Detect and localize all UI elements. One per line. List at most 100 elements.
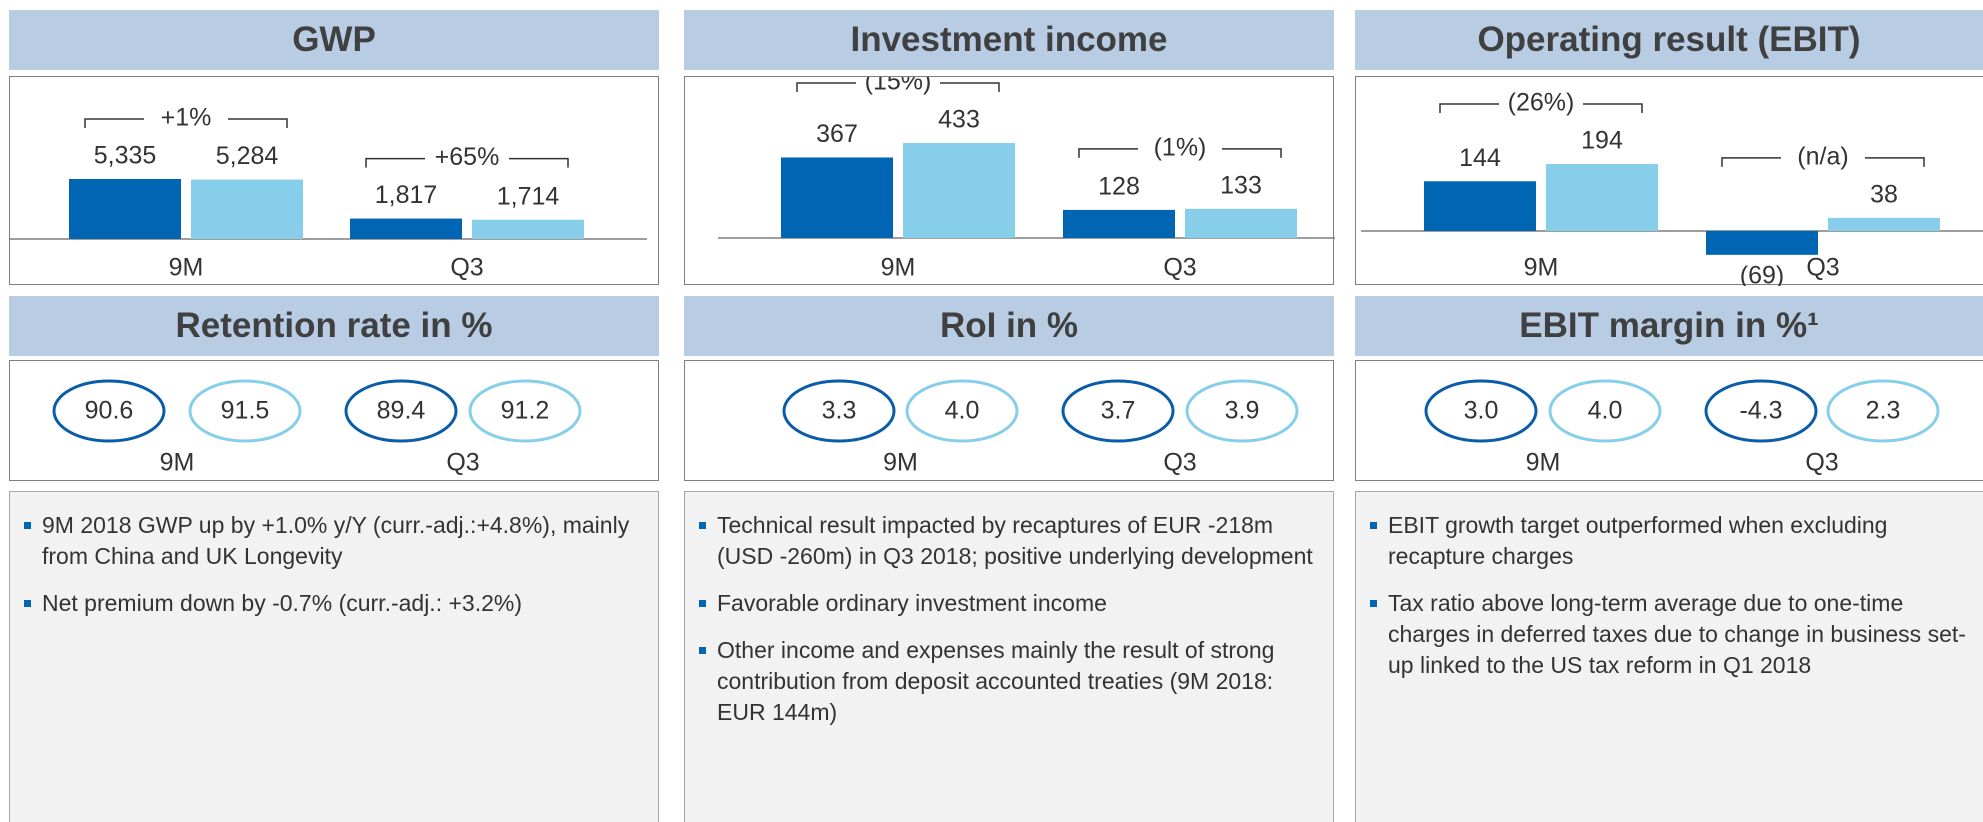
- annotation: (15%): [865, 77, 932, 96]
- bar: [1185, 208, 1297, 238]
- bullet-list: 9M 2018 GWP up by +1.0% y/Y (curr.-adj.:…: [24, 510, 644, 619]
- rate-oval: [782, 379, 896, 443]
- rate-value: -4.3: [1739, 397, 1782, 425]
- rate-box: 9M 3.3 4.0 Q3 3.7 3.9: [684, 360, 1334, 481]
- value-label: 5,335: [94, 142, 157, 170]
- bar: [191, 179, 303, 239]
- value-label: 133: [1220, 171, 1262, 199]
- bar: [1546, 164, 1658, 231]
- rate-oval: [52, 379, 166, 443]
- rate-oval: [1061, 379, 1175, 443]
- panel-title: GWP: [9, 10, 659, 70]
- rate-value: 3.7: [1101, 397, 1136, 425]
- chart-box: 9M 367 433 (15%) Q3 128 133 (1%): [684, 76, 1335, 285]
- column: Operating result (EBIT) 9M 144 194 (26%) Q3 (6…: [1355, 0, 1983, 822]
- annotation-bracket: [1078, 148, 1282, 158]
- annotation: +1%: [161, 104, 212, 132]
- annotation-bracket: [84, 118, 288, 128]
- bar-chart: 9M 144 194(26%) Q3 (69) 38 (n/a): [1361, 89, 1983, 286]
- notes-box: Technical result impacted by recaptures …: [684, 491, 1334, 822]
- bar: [1706, 231, 1818, 255]
- rate-value: 3.3: [822, 397, 857, 425]
- x-tick-label: 9M: [1524, 254, 1559, 282]
- value-label: 144: [1459, 144, 1501, 172]
- panel-title: Retention rate in %: [9, 296, 659, 356]
- value-label: 194: [1581, 127, 1623, 155]
- x-tick-label: 9M: [169, 254, 204, 282]
- rate-value: 90.6: [85, 397, 134, 425]
- bullet: Net premium down by -0.7% (curr.-adj.: +…: [24, 588, 644, 619]
- rate-box: 9M 90.6 91.5 Q3 89.4 91.2: [9, 360, 659, 481]
- category-label: 9M: [883, 449, 918, 477]
- rate-value: 91.5: [221, 397, 270, 425]
- category-label: Q3: [1163, 449, 1196, 477]
- rate-oval: [1185, 379, 1299, 443]
- panel-title: EBIT margin in %¹: [1355, 296, 1983, 356]
- value-label: (69): [1740, 261, 1784, 286]
- category-label: 9M: [1526, 449, 1561, 477]
- rate-ovals: 9M 3.0 4.0 Q3 -4.3 2.3: [1424, 379, 1940, 477]
- annotation-bracket: [1721, 157, 1925, 167]
- x-tick-label: Q3: [1163, 254, 1196, 282]
- notes-box: EBIT growth target outperformed when exc…: [1355, 491, 1983, 822]
- chart-box: 9M 144 194 (26%) Q3 (69) 38 (n/a): [1355, 76, 1983, 286]
- rate-value: 3.9: [1225, 397, 1260, 425]
- rate-oval: [1548, 379, 1662, 443]
- value-label: 128: [1098, 173, 1140, 201]
- rate-value: 4.0: [1588, 397, 1623, 425]
- rate-ovals: 9M 90.6 91.5 Q3 89.4 91.2: [52, 379, 582, 477]
- rate-oval: [1424, 379, 1538, 443]
- bar: [1424, 181, 1536, 231]
- category-label: Q3: [1805, 449, 1838, 477]
- rate-oval: [905, 379, 1019, 443]
- rate-oval: [1826, 379, 1940, 443]
- rate-value: 4.0: [945, 397, 980, 425]
- bar: [903, 143, 1015, 238]
- annotation-bracket: [796, 82, 1000, 92]
- rate-oval: [468, 379, 582, 443]
- bar: [1063, 209, 1175, 238]
- annotation-bracket: [365, 157, 569, 168]
- bar-chart: 9M 367 433 (15%) Q3 128 133 (1%): [718, 77, 1335, 282]
- column: GWP 9M 5,335 5,284 +1% Q3 1,817 1,714 +65% Retent…: [9, 0, 659, 822]
- annotation-bracket: [1439, 103, 1643, 113]
- bar-chart: 9M 5,335 5,284+1% Q3 1,817 1,714 +65%: [10, 104, 647, 282]
- rate-box: 9M 3.0 4.0 Q3 -4.3 2.3: [1355, 360, 1983, 481]
- rate-value: 3.0: [1464, 397, 1499, 425]
- bar: [69, 179, 181, 239]
- annotation: +65%: [435, 143, 500, 171]
- panel-title: Operating result (EBIT): [1355, 10, 1983, 70]
- x-tick-label: Q3: [1806, 254, 1839, 282]
- x-tick-label: 9M: [881, 254, 916, 282]
- bullet-list: Technical result impacted by recaptures …: [699, 510, 1319, 728]
- bullet: 9M 2018 GWP up by +1.0% y/Y (curr.-adj.:…: [24, 510, 644, 572]
- category-label: 9M: [160, 449, 195, 477]
- annotation: (26%): [1508, 89, 1575, 117]
- panel-title: RoI in %: [684, 296, 1334, 356]
- category-label: Q3: [446, 449, 479, 477]
- bullet: Tax ratio above long-term average due to…: [1370, 588, 1969, 681]
- rate-oval: [188, 379, 302, 443]
- rate-ovals: 9M 3.3 4.0 Q3 3.7 3.9: [782, 379, 1299, 477]
- bullet: Technical result impacted by recaptures …: [699, 510, 1319, 572]
- value-label: 367: [816, 120, 858, 148]
- panel-title: Investment income: [684, 10, 1334, 70]
- rate-oval: [1704, 379, 1818, 443]
- bar: [350, 218, 462, 239]
- bullet: Favorable ordinary investment income: [699, 588, 1319, 619]
- value-label: 5,284: [216, 142, 279, 170]
- bar: [781, 157, 893, 238]
- rate-value: 2.3: [1866, 397, 1901, 425]
- bullet-list: EBIT growth target outperformed when exc…: [1370, 510, 1969, 681]
- notes-box: 9M 2018 GWP up by +1.0% y/Y (curr.-adj.:…: [9, 491, 659, 822]
- value-label: 1,817: [375, 181, 438, 209]
- bar: [1828, 217, 1940, 231]
- value-label: 1,714: [497, 182, 560, 210]
- rate-value: 89.4: [377, 397, 426, 425]
- rate-value: 91.2: [501, 397, 550, 425]
- column: Investment income 9M 367 433 (15%) Q3 128 133 (1…: [684, 0, 1335, 822]
- bullet: EBIT growth target outperformed when exc…: [1370, 510, 1969, 572]
- bullet: Other income and expenses mainly the res…: [699, 635, 1319, 728]
- value-label: 433: [938, 106, 980, 134]
